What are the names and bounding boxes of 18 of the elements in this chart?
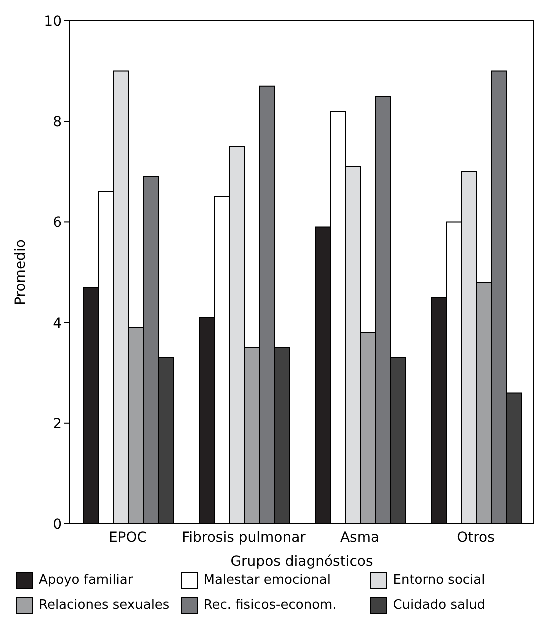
legend-label: Entorno social [393, 573, 486, 588]
y-tick-label: 0 [53, 516, 62, 533]
y-tick-label: 6 [53, 215, 62, 232]
x-tick-label: Otros [457, 530, 495, 546]
x-axis-title: Grupos diagnósticos [230, 554, 374, 570]
y-tick-label: 8 [53, 114, 62, 131]
x-tick-label: Fibrosis pulmonar [182, 530, 306, 546]
x-tick-label: EPOC [108, 530, 148, 546]
y-tick-label: 2 [53, 416, 62, 432]
x-tick-label: Asma [340, 530, 380, 546]
y-axis-title: Promedio [12, 240, 29, 306]
legend-label: Apoyo familiar [39, 573, 134, 588]
legend-label: Malestar emocional [204, 573, 332, 588]
y-tick-label: 4 [53, 316, 62, 332]
y-tick-label: 10 [44, 14, 62, 30]
legend-label: Cuidado salud [393, 598, 486, 613]
legend-label: Rec. fisicos-econom. [204, 598, 337, 613]
legend-label: Relaciones sexuales [39, 598, 170, 613]
